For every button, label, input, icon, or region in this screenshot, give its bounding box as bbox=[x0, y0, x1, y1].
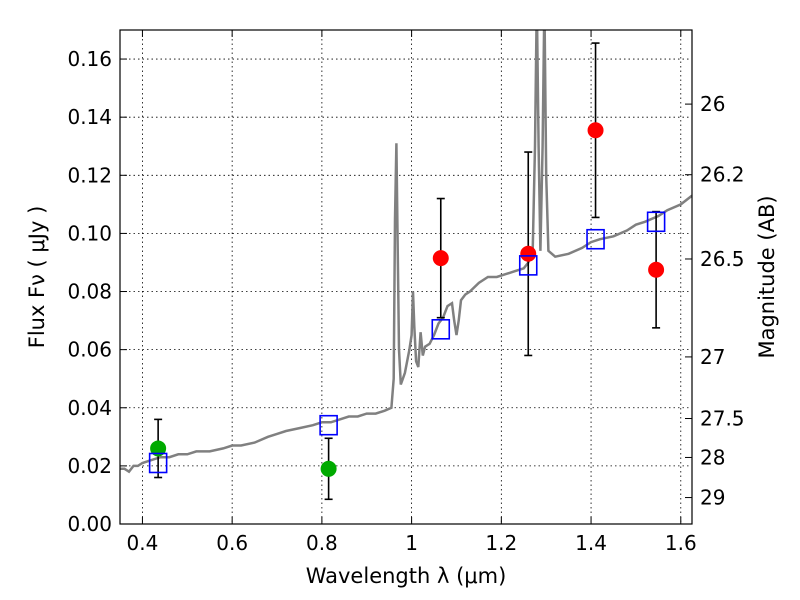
right-tick-label-2: 26.5 bbox=[700, 247, 745, 271]
x-tick-label-0: 0.4 bbox=[127, 531, 159, 555]
x-tick-label-3: 1 bbox=[405, 531, 418, 555]
circle-point-0-0 bbox=[150, 440, 167, 457]
x-tick-label-1: 0.6 bbox=[216, 531, 248, 555]
model-square-point-2 bbox=[431, 319, 451, 340]
y-tick-label-5: 0.10 bbox=[67, 221, 112, 245]
data-markers bbox=[148, 122, 666, 477]
model-square-point-0 bbox=[148, 452, 168, 474]
y-tick-label-4: 0.08 bbox=[67, 280, 112, 304]
right-tick-label-1: 26.2 bbox=[700, 163, 745, 187]
circle-point-1-1 bbox=[520, 245, 537, 262]
grid bbox=[120, 30, 692, 525]
right-tick-label-5: 28 bbox=[700, 445, 725, 469]
right-tick-label-0: 26 bbox=[700, 92, 725, 116]
plot-frame bbox=[119, 29, 693, 525]
y-tick-label-7: 0.14 bbox=[67, 105, 112, 129]
x-tick-label-4: 1.2 bbox=[485, 531, 517, 555]
x-tick-label-5: 1.4 bbox=[575, 531, 607, 555]
circle-point-1-2 bbox=[587, 122, 604, 139]
right-tick-label-4: 27.5 bbox=[700, 407, 745, 431]
y-tick-label-3: 0.06 bbox=[67, 338, 112, 362]
x-tick-label-2: 0.8 bbox=[306, 531, 338, 555]
x-axis-label: Wavelength λ (μm) bbox=[306, 564, 507, 588]
x-tick-label-6: 1.6 bbox=[665, 531, 697, 555]
model-spectrum-line bbox=[120, 30, 692, 474]
axis-ticks bbox=[120, 30, 692, 525]
y-axis-label-left: Flux Fν ( μJy ) bbox=[25, 206, 49, 349]
y-tick-label-8: 0.16 bbox=[67, 47, 112, 71]
circle-point-1-0 bbox=[432, 250, 449, 267]
y-tick-label-2: 0.04 bbox=[67, 396, 112, 420]
circle-point-1-3 bbox=[648, 261, 665, 278]
model-square-point-1 bbox=[319, 414, 338, 436]
y-tick-label-6: 0.12 bbox=[67, 163, 112, 187]
model-square-point-3 bbox=[518, 255, 538, 276]
y-tick-label-1: 0.02 bbox=[67, 454, 112, 478]
y-tick-label-0: 0.00 bbox=[67, 512, 112, 536]
model-square-point-5 bbox=[646, 211, 666, 233]
model-square-point-4 bbox=[586, 228, 605, 250]
x-tick-labels: 0.4 0.6 0.8 1 1.2 1.4 1.6 bbox=[127, 531, 697, 555]
error-bars bbox=[154, 42, 661, 501]
y-axis-label-right: Magnitude (AB) bbox=[755, 195, 779, 358]
right-tick-labels: 26 26.2 26.5 27 27.5 28 29 bbox=[700, 92, 745, 509]
right-tick-label-3: 27 bbox=[700, 345, 725, 369]
right-tick-label-6: 29 bbox=[700, 486, 725, 510]
circle-point-0-1 bbox=[320, 460, 337, 477]
y-tick-labels: 0.00 0.02 0.04 0.06 0.08 0.10 0.12 0.14 0.16 bbox=[67, 47, 112, 536]
